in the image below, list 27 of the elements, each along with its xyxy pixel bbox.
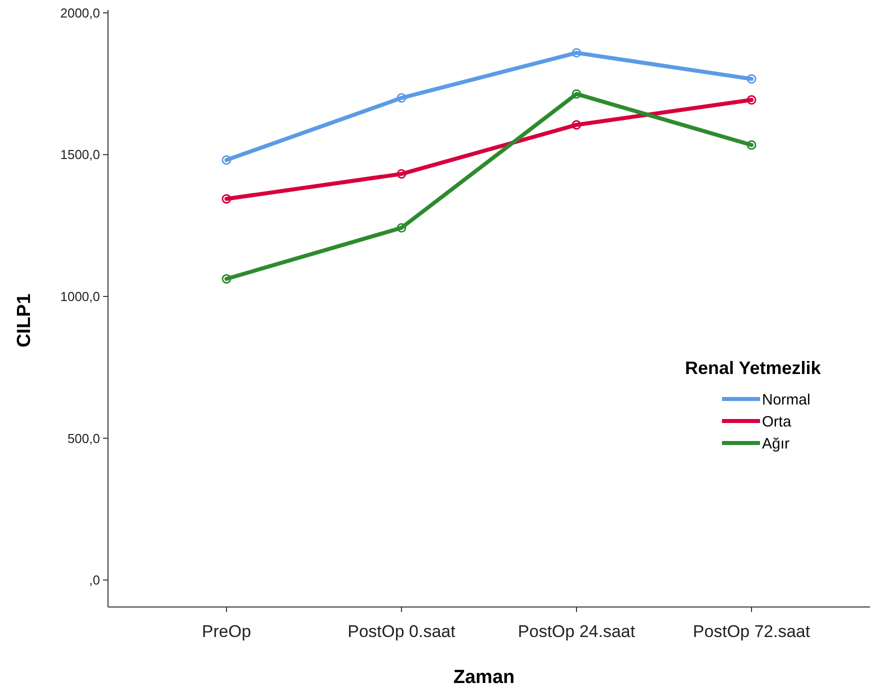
- point: [572, 89, 582, 99]
- y-tick-label: ,0: [89, 572, 100, 588]
- point: [396, 223, 406, 233]
- x-tick-label: PostOp 24.saat: [518, 622, 636, 641]
- y-tick-label: 1000,0: [60, 288, 100, 304]
- point: [222, 194, 232, 204]
- legend-label: Ağır: [762, 435, 790, 452]
- point: [396, 93, 406, 103]
- y-tick-label: 500,0: [67, 430, 100, 446]
- point: [746, 95, 756, 105]
- legend-label: Normal: [762, 391, 810, 408]
- point: [222, 155, 232, 165]
- point: [222, 274, 232, 284]
- y-tick-label: 2000,0: [60, 5, 100, 20]
- x-tick-label: PreOp: [202, 622, 252, 641]
- point: [746, 74, 756, 84]
- y-axis-title: CILP1: [14, 293, 35, 348]
- legend-title: Renal Yetmezlik: [685, 358, 822, 378]
- y-tick-label: 1500,0: [60, 147, 100, 162]
- point: [746, 140, 756, 150]
- point: [396, 169, 406, 179]
- point: [572, 120, 582, 130]
- legend-label: Orta: [762, 413, 792, 430]
- x-axis-title: Zaman: [453, 667, 515, 688]
- x-tick-label: PostOp 72.saat: [692, 622, 810, 641]
- point: [572, 48, 582, 58]
- x-tick-label: PostOp 0.saat: [348, 622, 456, 641]
